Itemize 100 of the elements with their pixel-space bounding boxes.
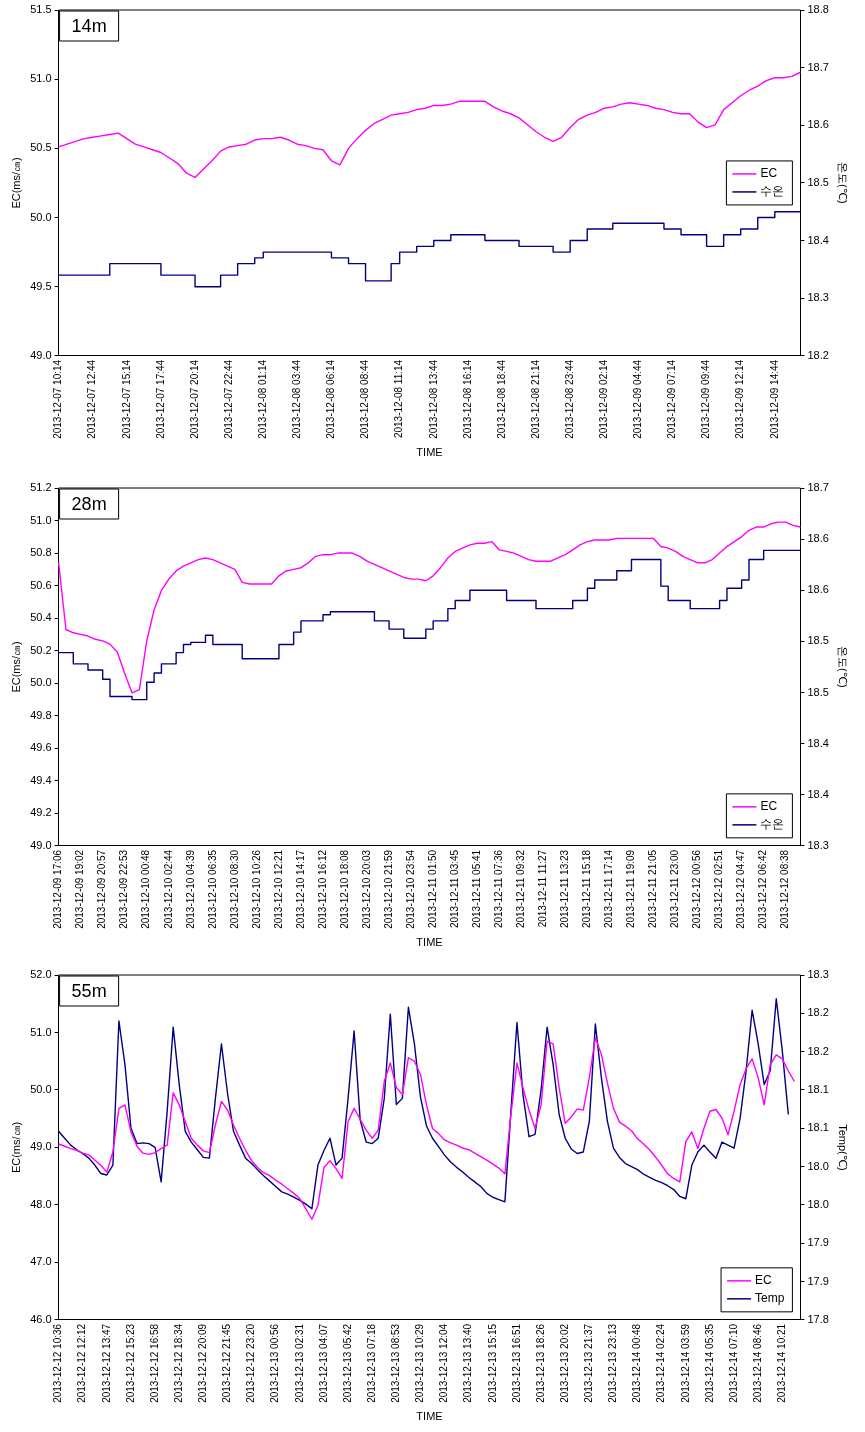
x-tick-label: 2013-12-13 23:13	[607, 1323, 619, 1403]
x-tick-label: 2013-12-11 01:50	[426, 849, 438, 929]
legend-label: EC	[760, 799, 778, 814]
legend-label: EC	[760, 166, 778, 181]
chart-title: 55m	[71, 980, 107, 1001]
x-tick-label: 2013-12-08 13:44	[427, 359, 439, 439]
x-tick-label: 2013-12-07 10:14	[52, 359, 64, 439]
y2-tick-label: 18.7	[807, 60, 829, 73]
x-tick-label: 2013-12-13 15:15	[486, 1323, 498, 1403]
x-tick-label: 2013-12-07 20:14	[188, 359, 200, 439]
y2-tick-label: 18.8	[807, 3, 829, 16]
x-tick-label: 2013-12-11 13:23	[559, 849, 571, 929]
x-tick-label: 2013-12-10 04:39	[184, 849, 196, 929]
x-tick-label: 2013-12-12 06:42	[757, 849, 769, 929]
y-tick-label: 46.0	[30, 1312, 52, 1325]
y2-tick-label: 18.5	[807, 685, 829, 698]
y2-tick-label: 18.2	[807, 1006, 829, 1019]
x-tick-label: 2013-12-10 18:08	[338, 849, 350, 929]
x-tick-label: 2013-12-12 12:12	[76, 1323, 88, 1403]
x-tick-label: 2013-12-13 07:18	[365, 1323, 377, 1403]
x-tick-label: 2013-12-12 13:47	[100, 1323, 112, 1403]
x-tick-label: 2013-12-12 23:20	[245, 1323, 257, 1403]
x-tick-label: 2013-12-12 08:38	[779, 849, 791, 929]
x-tick-label: 2013-12-11 11:27	[537, 849, 549, 928]
y-tick-label: 51.2	[30, 481, 52, 494]
x-tick-label: 2013-12-13 12:04	[438, 1323, 450, 1403]
y2-tick-label: 18.6	[807, 532, 829, 545]
x-tick-label: 2013-12-11 23:00	[669, 849, 681, 929]
x-tick-label: 2013-12-09 04:44	[632, 359, 644, 439]
x-tick-label: 2013-12-13 00:56	[269, 1323, 281, 1403]
y-tick-label: 49.2	[30, 806, 52, 819]
y-tick-label: 52.0	[30, 968, 52, 981]
x-tick-label: 2013-12-14 08:46	[751, 1323, 763, 1403]
x-tick-label: 2013-12-09 14:44	[768, 359, 780, 439]
x-tick-label: 2013-12-12 21:45	[221, 1323, 233, 1403]
x-tick-label: 2013-12-11 05:41	[470, 849, 482, 929]
x-tick-label: 2013-12-12 00:56	[691, 849, 703, 929]
y-tick-label: 49.5	[30, 279, 52, 292]
x-tick-label: 2013-12-14 02:24	[655, 1323, 667, 1403]
x-axis-title: TIME	[416, 936, 443, 949]
x-tick-label: 2013-12-13 05:42	[341, 1323, 353, 1403]
y2-tick-label: 18.1	[807, 1082, 829, 1095]
x-tick-label: 2013-12-08 08:44	[359, 359, 371, 439]
x-tick-label: 2013-12-10 08:30	[228, 849, 240, 929]
x-tick-label: 2013-12-11 03:45	[448, 849, 460, 929]
chart-title: 14m	[71, 15, 107, 36]
y2-tick-label: 18.6	[807, 118, 829, 131]
x-tick-label: 2013-12-10 00:48	[140, 849, 152, 929]
x-tick-label: 2013-12-13 02:31	[293, 1323, 305, 1403]
y-tick-label: 50.0	[30, 676, 52, 689]
x-tick-label: 2013-12-09 20:57	[96, 849, 108, 929]
chart-title: 28m	[71, 493, 107, 514]
y-tick-label: 50.2	[30, 643, 52, 656]
x-tick-label: 2013-12-13 13:40	[462, 1323, 474, 1403]
x-tick-label: 2013-12-09 07:14	[666, 359, 678, 439]
y2-tick-label: 18.0	[807, 1197, 829, 1210]
x-tick-label: 2013-12-12 20:09	[197, 1323, 209, 1403]
x-tick-label: 2013-12-14 07:10	[727, 1323, 739, 1403]
x-tick-label: 2013-12-09 19:02	[74, 849, 86, 929]
x-tick-label: 2013-12-12 15:23	[124, 1323, 136, 1403]
y-tick-label: 49.0	[30, 348, 52, 361]
y-tick-label: 51.5	[30, 3, 52, 16]
x-tick-label: 2013-12-12 16:58	[148, 1323, 160, 1403]
y-tick-label: 50.8	[30, 546, 52, 559]
y2-tick-label: 18.2	[807, 348, 829, 361]
y2-tick-label: 17.9	[807, 1274, 829, 1287]
y2-tick-label: 18.3	[807, 838, 829, 851]
x-tick-label: 2013-12-11 09:32	[515, 849, 527, 929]
y-tick-label: 49.0	[30, 838, 52, 851]
y2-tick-label: 18.7	[807, 481, 829, 494]
x-tick-label: 2013-12-10 14:17	[294, 849, 306, 929]
x-tick-label: 2013-12-11 07:36	[493, 849, 505, 929]
y2-tick-label: 18.4	[807, 787, 829, 800]
x-tick-label: 2013-12-11 21:05	[647, 849, 659, 929]
x-tick-label: 2013-12-11 15:18	[581, 849, 593, 929]
x-tick-label: 2013-12-09 09:44	[700, 359, 712, 439]
x-tick-label: 2013-12-07 22:44	[222, 359, 234, 439]
y2-tick-label: 18.6	[807, 583, 829, 596]
x-tick-label: 2013-12-08 01:14	[256, 359, 268, 439]
x-tick-label: 2013-12-07 15:14	[120, 359, 132, 439]
y-tick-label: 50.0	[30, 210, 52, 223]
x-tick-label: 2013-12-13 04:07	[317, 1323, 329, 1403]
x-tick-label: 2013-12-12 10:36	[52, 1323, 64, 1403]
y2-tick-label: 18.5	[807, 175, 829, 188]
x-tick-label: 2013-12-08 06:14	[325, 359, 337, 439]
x-tick-label: 2013-12-10 20:03	[360, 849, 372, 929]
y2-tick-label: 18.4	[807, 736, 829, 749]
x-tick-label: 2013-12-10 06:35	[206, 849, 218, 929]
y-tick-label: 50.5	[30, 141, 52, 154]
y2-axis-title: Temp(℃)	[837, 1124, 850, 1171]
x-tick-label: 2013-12-09 17:06	[52, 849, 64, 929]
y-tick-label: 49.4	[30, 773, 52, 786]
y-tick-label: 50.6	[30, 578, 52, 591]
y2-axis-title: 온도(℃)	[837, 162, 850, 204]
legend-label: EC	[755, 1273, 773, 1288]
x-tick-label: 2013-12-07 12:44	[86, 359, 98, 439]
y2-tick-label: 18.3	[807, 968, 829, 981]
y-tick-label: 49.8	[30, 708, 52, 721]
x-tick-label: 2013-12-07 17:44	[154, 359, 166, 439]
x-tick-label: 2013-12-13 10:29	[414, 1323, 426, 1403]
